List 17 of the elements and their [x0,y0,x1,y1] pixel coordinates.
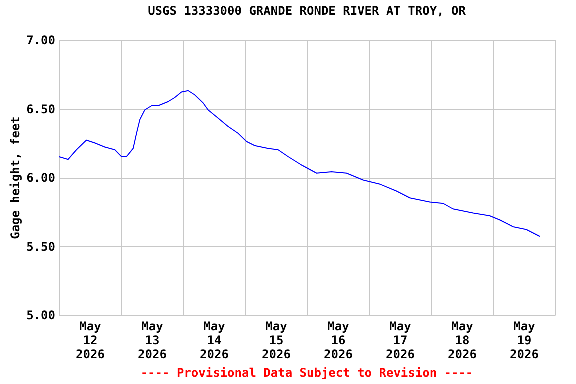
x-tick-label: May 15 2026 [262,320,291,362]
x-tick-label: May 13 2026 [138,320,167,362]
text: ---- Provisional Data Subject to Revision ---- [140,366,474,380]
y-axis-title: Gage height, feet [8,116,23,240]
line-series [58,90,541,238]
y-tick-label: 5.00 [26,308,56,322]
x-tick-label: May 19 2026 [510,320,539,362]
x-tick-label: May 12 2026 [76,320,105,362]
x-tick-label: May 17 2026 [386,320,415,362]
y-tick-label: 6.50 [26,102,56,116]
x-tick-label: May 18 2026 [448,320,477,362]
y-tick-label: 7.00 [26,34,56,48]
y-tick-label: 5.50 [26,240,56,254]
x-tick-label: May 16 2026 [324,320,353,362]
y-tick-label: 6.00 [26,171,56,185]
x-tick-label: May 14 2026 [200,320,229,362]
chart-title: USGS 13333000 GRANDE RONDE RIVER AT TROY, OR [148,4,467,18]
